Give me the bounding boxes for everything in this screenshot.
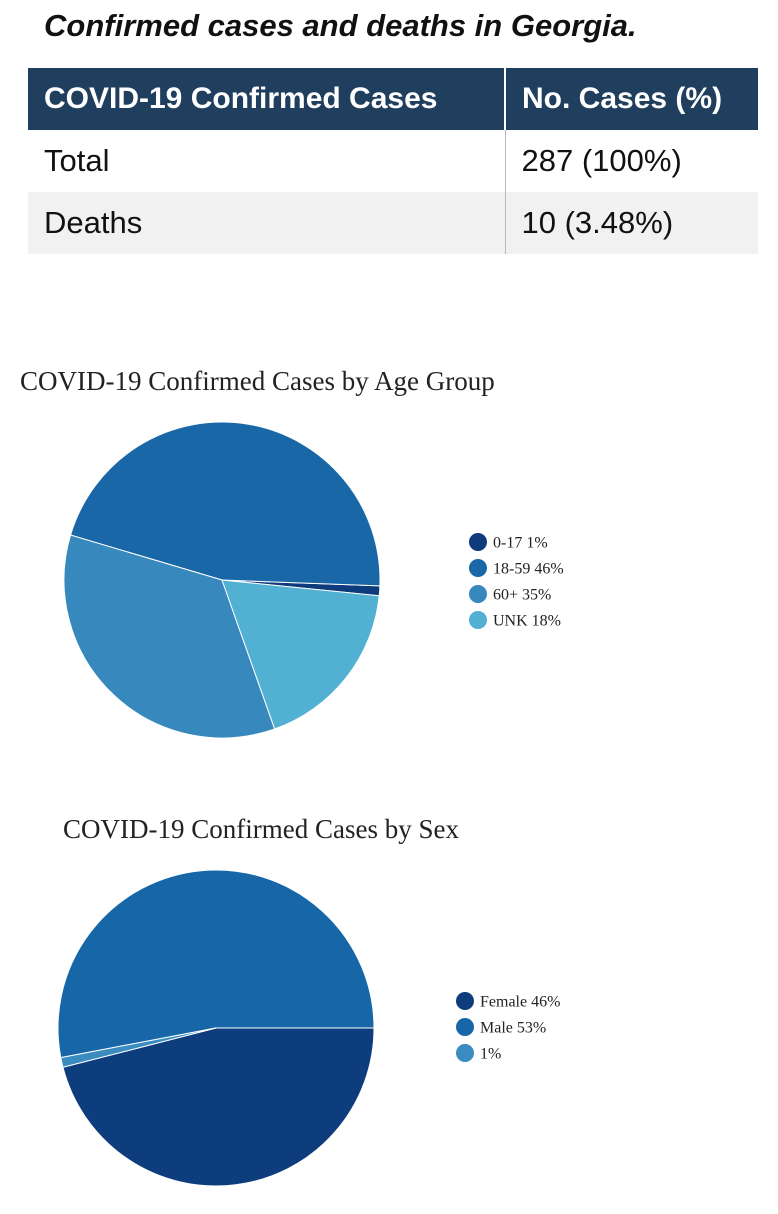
legend-marker-unk-18	[469, 611, 487, 629]
pie-slice-18-59-46	[69, 421, 381, 587]
sex-chart-title: COVID-19 Confirmed Cases by Sex	[63, 814, 459, 844]
pie-slice-60-35	[63, 534, 276, 739]
row-value-total: 287 (100%)	[504, 130, 758, 192]
row-label-deaths: Deaths	[28, 192, 505, 254]
legend-marker-18-59-46	[469, 559, 487, 577]
legend-marker-female-46	[456, 992, 474, 1010]
header-confirmed-cases: COVID-19 Confirmed Cases	[28, 68, 505, 130]
sex-pie-svg: Female 46% Male 53% 1%	[57, 869, 560, 1187]
pie-slice-female-46	[62, 1027, 375, 1187]
legend-label-unk-18: UNK 18%	[493, 613, 561, 630]
legend-marker-male-53	[456, 1018, 474, 1036]
row-label-total: Total	[44, 143, 110, 178]
age-pie-svg: 0-17 1% 18-59 46% 60+ 35% UNK 18%	[63, 421, 564, 739]
pie-slice-1	[60, 1027, 217, 1068]
table-row: Total 287 (100%)	[28, 130, 758, 192]
table-row: Deaths 10 (3.48%)	[28, 192, 758, 254]
age-chart-title: COVID-19 Confirmed Cases by Age Group	[20, 366, 495, 396]
legend-marker-0-17-1	[469, 533, 487, 551]
legend-label-60-35: 60+ 35%	[493, 587, 551, 604]
legend-marker-60-35	[469, 585, 487, 603]
table-header-row: COVID-19 Confirmed Cases No. Cases (%)	[28, 68, 758, 130]
legend-label-1: 1%	[480, 1046, 501, 1063]
pie-slice-male-53	[57, 869, 375, 1059]
header-no-cases: No. Cases (%)	[504, 68, 758, 130]
legend-label-0-17-1: 0-17 1%	[493, 535, 548, 552]
row-value-deaths: 10 (3.48%)	[504, 192, 758, 254]
legend-label-male-53: Male 53%	[480, 1020, 546, 1037]
legend-marker-1	[456, 1044, 474, 1062]
cases-table: COVID-19 Confirmed Cases No. Cases (%) T…	[28, 68, 758, 254]
sex-chart: COVID-19 Confirmed Cases by Sex Female 4…	[0, 808, 778, 1208]
legend-label-female-46: Female 46%	[480, 994, 560, 1011]
age-group-chart: COVID-19 Confirmed Cases by Age Group 0-…	[0, 360, 778, 750]
legend-label-18-59-46: 18-59 46%	[493, 561, 564, 578]
table-caption: Confirmed cases and deaths in Georgia.	[44, 8, 637, 43]
pie-slice-unk-18	[221, 579, 380, 730]
